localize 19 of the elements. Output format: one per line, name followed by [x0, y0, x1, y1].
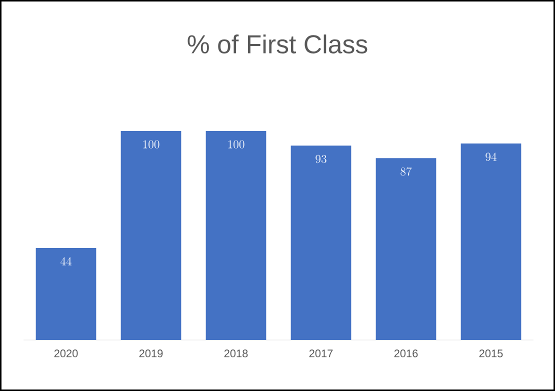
- x-tick-label: 2019: [139, 350, 163, 358]
- data-label: 44: [60, 257, 72, 266]
- x-tick-label: 2020: [54, 350, 78, 358]
- x-tick-label: 2017: [309, 350, 333, 358]
- x-tick-label: 2015: [479, 350, 503, 358]
- bar: [206, 131, 266, 340]
- bar: [290, 146, 352, 340]
- data-label: 93: [316, 154, 326, 164]
- data-label: 100: [143, 140, 160, 148]
- data-label: 87: [400, 167, 412, 176]
- data-label: 100: [228, 140, 244, 148]
- bar: [36, 248, 96, 340]
- bar: [460, 144, 522, 340]
- x-tick-label: 2018: [224, 350, 248, 358]
- bar: [376, 158, 436, 340]
- bar: [120, 131, 182, 340]
- x-tick-label: 2016: [394, 350, 418, 358]
- chart-title: % of First Class: [188, 34, 368, 54]
- data-label: 94: [486, 152, 497, 162]
